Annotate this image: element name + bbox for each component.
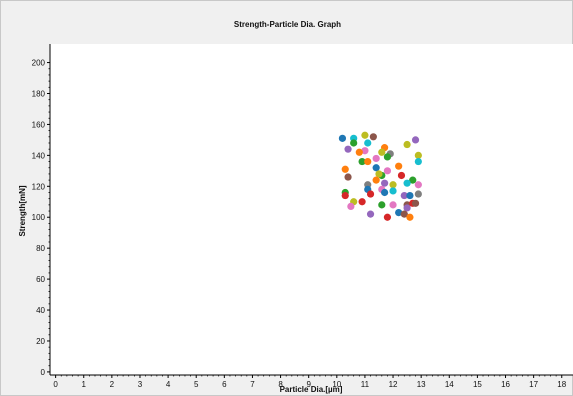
data-point (411, 136, 420, 144)
data-point (381, 188, 389, 197)
y-tick-label: 60 (36, 275, 45, 284)
data-point (364, 139, 372, 147)
plot-area (50, 44, 573, 375)
data-point (358, 198, 366, 206)
data-point (414, 151, 422, 159)
data-point (414, 157, 422, 166)
data-point (358, 157, 366, 166)
data-point (414, 181, 422, 189)
y-tick-label: 200 (32, 59, 46, 68)
data-point (400, 191, 408, 200)
data-point (389, 201, 397, 209)
data-point (383, 213, 392, 221)
data-point (381, 179, 389, 187)
x-axis-label: Particle Dia.[µm] (280, 385, 343, 394)
data-point (347, 202, 355, 211)
data-point (341, 191, 349, 200)
data-point (400, 210, 408, 218)
data-point (409, 176, 417, 184)
x-tick-label: 12 (389, 380, 398, 389)
data-point (411, 199, 420, 207)
x-tick-label: 6 (222, 380, 227, 389)
data-point (344, 145, 352, 153)
plot-frame: 0 20 40 60 80 100 120 140 160 180 200 0 1 2 3 4 5 6 7 8 9 10… (11, 11, 573, 395)
x-tick-label: 15 (473, 380, 482, 389)
y-axis: 0 20 40 60 80 100 120 140 160 180 200 (32, 44, 51, 377)
data-point (372, 176, 380, 184)
data-point (378, 148, 386, 156)
x-tick-label: 5 (194, 380, 199, 389)
x-tick-label: 11 (361, 380, 370, 389)
data-point (403, 204, 411, 212)
data-point (406, 213, 414, 221)
x-tick-label: 17 (529, 380, 538, 389)
data-point (389, 181, 397, 189)
x-tick-label: 14 (445, 380, 454, 389)
data-point (361, 147, 369, 155)
data-point (355, 148, 363, 156)
data-point (395, 162, 403, 170)
y-tick-label: 180 (32, 89, 46, 98)
y-tick-label: 20 (36, 337, 45, 346)
data-point (364, 157, 372, 166)
x-tick-label: 2 (110, 380, 115, 389)
y-tick-label: 0 (41, 368, 46, 377)
x-tick-label: 1 (82, 380, 87, 389)
x-tick-label: 16 (501, 380, 510, 389)
data-point (414, 190, 422, 198)
x-tick-label: 9 (306, 380, 311, 389)
data-point (403, 179, 411, 187)
y-tick-label: 40 (36, 306, 45, 315)
data-point (397, 171, 406, 180)
data-points (338, 131, 422, 221)
data-point (372, 164, 380, 172)
data-point (366, 210, 375, 218)
y-axis-label: Strength[mN] (18, 185, 27, 236)
data-point (383, 153, 392, 161)
x-tick-label: 3 (138, 380, 143, 389)
y-tick-label: 100 (32, 213, 46, 222)
y-tick-label: 120 (32, 182, 46, 191)
y-tick-label: 80 (36, 244, 45, 253)
data-point (389, 187, 397, 195)
data-point (372, 154, 380, 163)
data-point (383, 167, 392, 175)
data-point (406, 191, 414, 200)
data-point (366, 190, 375, 198)
data-point (341, 165, 349, 173)
data-point (403, 140, 411, 149)
data-point (344, 173, 352, 181)
x-tick-label: 7 (250, 380, 255, 389)
chart-title: Strength-Particle Dia. Graph (233, 20, 342, 29)
y-tick-label: 160 (32, 120, 46, 129)
x-axis: 0 1 2 3 4 5 6 7 8 9 10 11 12 13 14 15 16 17 18 (50, 374, 573, 389)
data-point (375, 170, 383, 178)
data-point (361, 131, 369, 139)
x-tick-label: 8 (278, 380, 283, 389)
data-point (369, 133, 377, 141)
x-tick-label: 4 (166, 380, 171, 389)
data-point (350, 139, 358, 147)
data-point (338, 134, 347, 142)
data-point (378, 201, 386, 209)
y-tick-label: 140 (32, 151, 46, 160)
x-tick-label: 13 (417, 380, 426, 389)
x-tick-label: 18 (557, 380, 566, 389)
x-tick-label: 0 (53, 380, 58, 389)
data-point (395, 208, 403, 217)
x-tick-label: 10 (332, 380, 341, 389)
